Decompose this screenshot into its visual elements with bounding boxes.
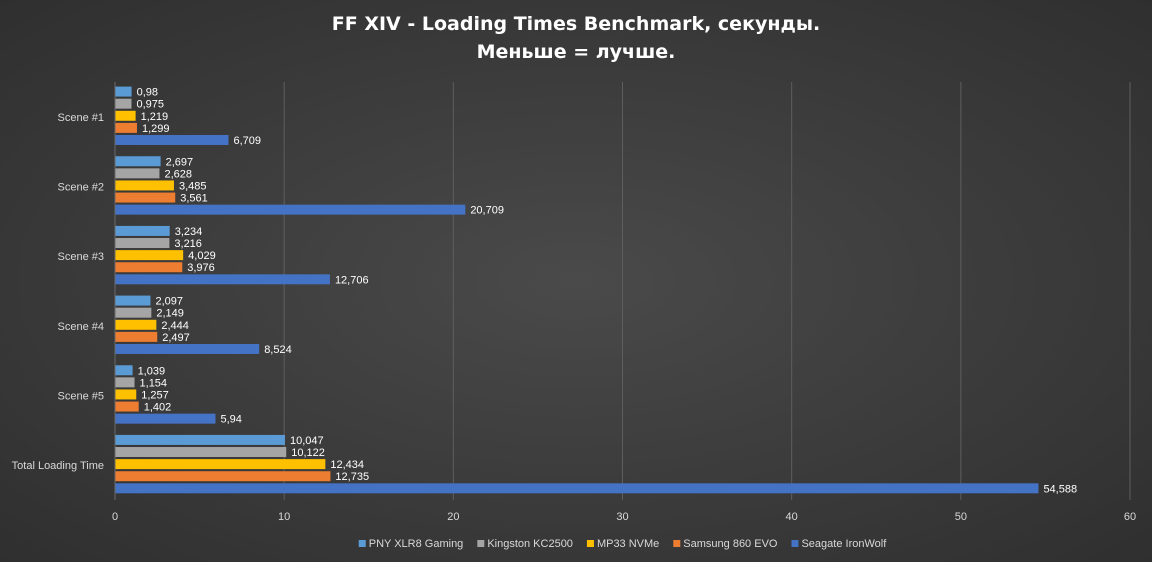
legend-swatch [477,540,485,547]
bar [115,168,160,179]
data-label: 1,154 [140,377,168,389]
bar [115,331,158,342]
bar [115,98,132,109]
category-label: Scene #1 [58,112,104,124]
bar [115,365,133,376]
legend-item: Kingston KC2500 [477,538,573,550]
x-tick-label: 0 [112,511,118,523]
legend-label: PNY XLR8 Gaming [369,538,464,550]
bar [115,156,161,167]
x-tick-label: 10 [278,511,290,523]
category-label: Total Loading Time [12,460,104,472]
legend: PNY XLR8 Gaming Kingston KC2500 MP33 NVMe S… [358,538,887,550]
chart-title-block: FF XIV - Loading Times Benchmark, секунд… [0,10,1152,66]
bar [115,343,260,354]
data-label: 2,497 [162,332,190,344]
data-label: 3,561 [180,193,208,205]
x-tick-label: 30 [616,511,628,523]
data-label: 1,402 [144,402,172,414]
data-label: 12,706 [335,274,369,286]
category-label: Scene #4 [58,321,104,333]
chart-title: FF XIV - Loading Times Benchmark, секунд… [331,13,821,35]
bar [115,413,216,424]
data-label: 54,588 [1043,483,1077,495]
data-label: 12,434 [330,459,364,471]
data-label: 10,122 [291,447,325,459]
legend-swatch [586,540,594,547]
data-label: 0,975 [136,99,164,111]
bar [115,471,331,482]
bar [115,434,285,445]
legend-swatch [791,540,799,547]
legend-label: MP33 NVMe [597,538,659,550]
legend-item: Seagate IronWolf [791,538,887,550]
x-tick-label: 40 [786,511,798,523]
legend-label: Kingston KC2500 [487,538,573,550]
data-label: 3,976 [187,262,215,274]
bar [115,238,170,249]
bar [115,134,229,145]
category-label: Scene #2 [58,182,104,194]
bar [115,262,183,273]
legend-item: PNY XLR8 Gaming [358,538,464,550]
bar [115,86,132,97]
data-label: 1,039 [138,365,166,377]
data-label: 12,735 [335,471,369,483]
bar [115,389,137,400]
data-label: 8,524 [264,344,292,356]
bar [115,204,466,215]
bar [115,225,170,236]
x-tick-label: 50 [955,511,967,523]
data-label: 4,029 [188,250,216,262]
data-label: 3,234 [175,226,203,238]
bar [115,274,330,285]
legend-item: MP33 NVMe [586,538,659,550]
data-label: 2,628 [164,168,192,180]
data-label: 0,98 [137,87,158,99]
data-label: 6,709 [233,135,261,147]
bar [115,110,136,121]
bar [115,377,135,388]
bar [115,250,184,261]
data-label: 1,257 [141,389,169,401]
data-label: 1,219 [141,111,169,123]
data-label: 2,149 [156,308,184,320]
bar [115,307,152,318]
data-label: 10,047 [290,435,324,447]
bar [115,122,137,133]
data-label: 3,485 [179,180,207,192]
data-label: 5,94 [220,414,241,426]
bar [115,401,139,412]
data-label: 1,299 [142,123,170,135]
bar [115,483,1039,494]
legend-label: Samsung 860 EVO [683,538,778,550]
data-label: 3,216 [174,238,202,250]
bar [115,319,157,330]
category-label: Scene #5 [58,391,104,403]
legend-swatch [358,540,366,547]
bar [115,180,174,191]
bar [115,459,326,470]
x-tick-label: 20 [447,511,459,523]
legend-swatch [673,540,681,547]
bar [115,295,151,306]
x-tick-label: 60 [1124,511,1136,523]
data-label: 2,444 [161,320,189,332]
legend-label: Seagate IronWolf [801,538,887,550]
data-label: 20,709 [470,205,504,217]
bar [115,192,176,203]
chart-subtitle: Меньше = лучше. [476,41,676,63]
bar [115,447,287,458]
legend-item: Samsung 860 EVO [673,538,778,550]
category-label: Scene #3 [58,251,104,263]
data-label: 2,697 [166,156,194,168]
data-label: 2,097 [155,296,183,308]
